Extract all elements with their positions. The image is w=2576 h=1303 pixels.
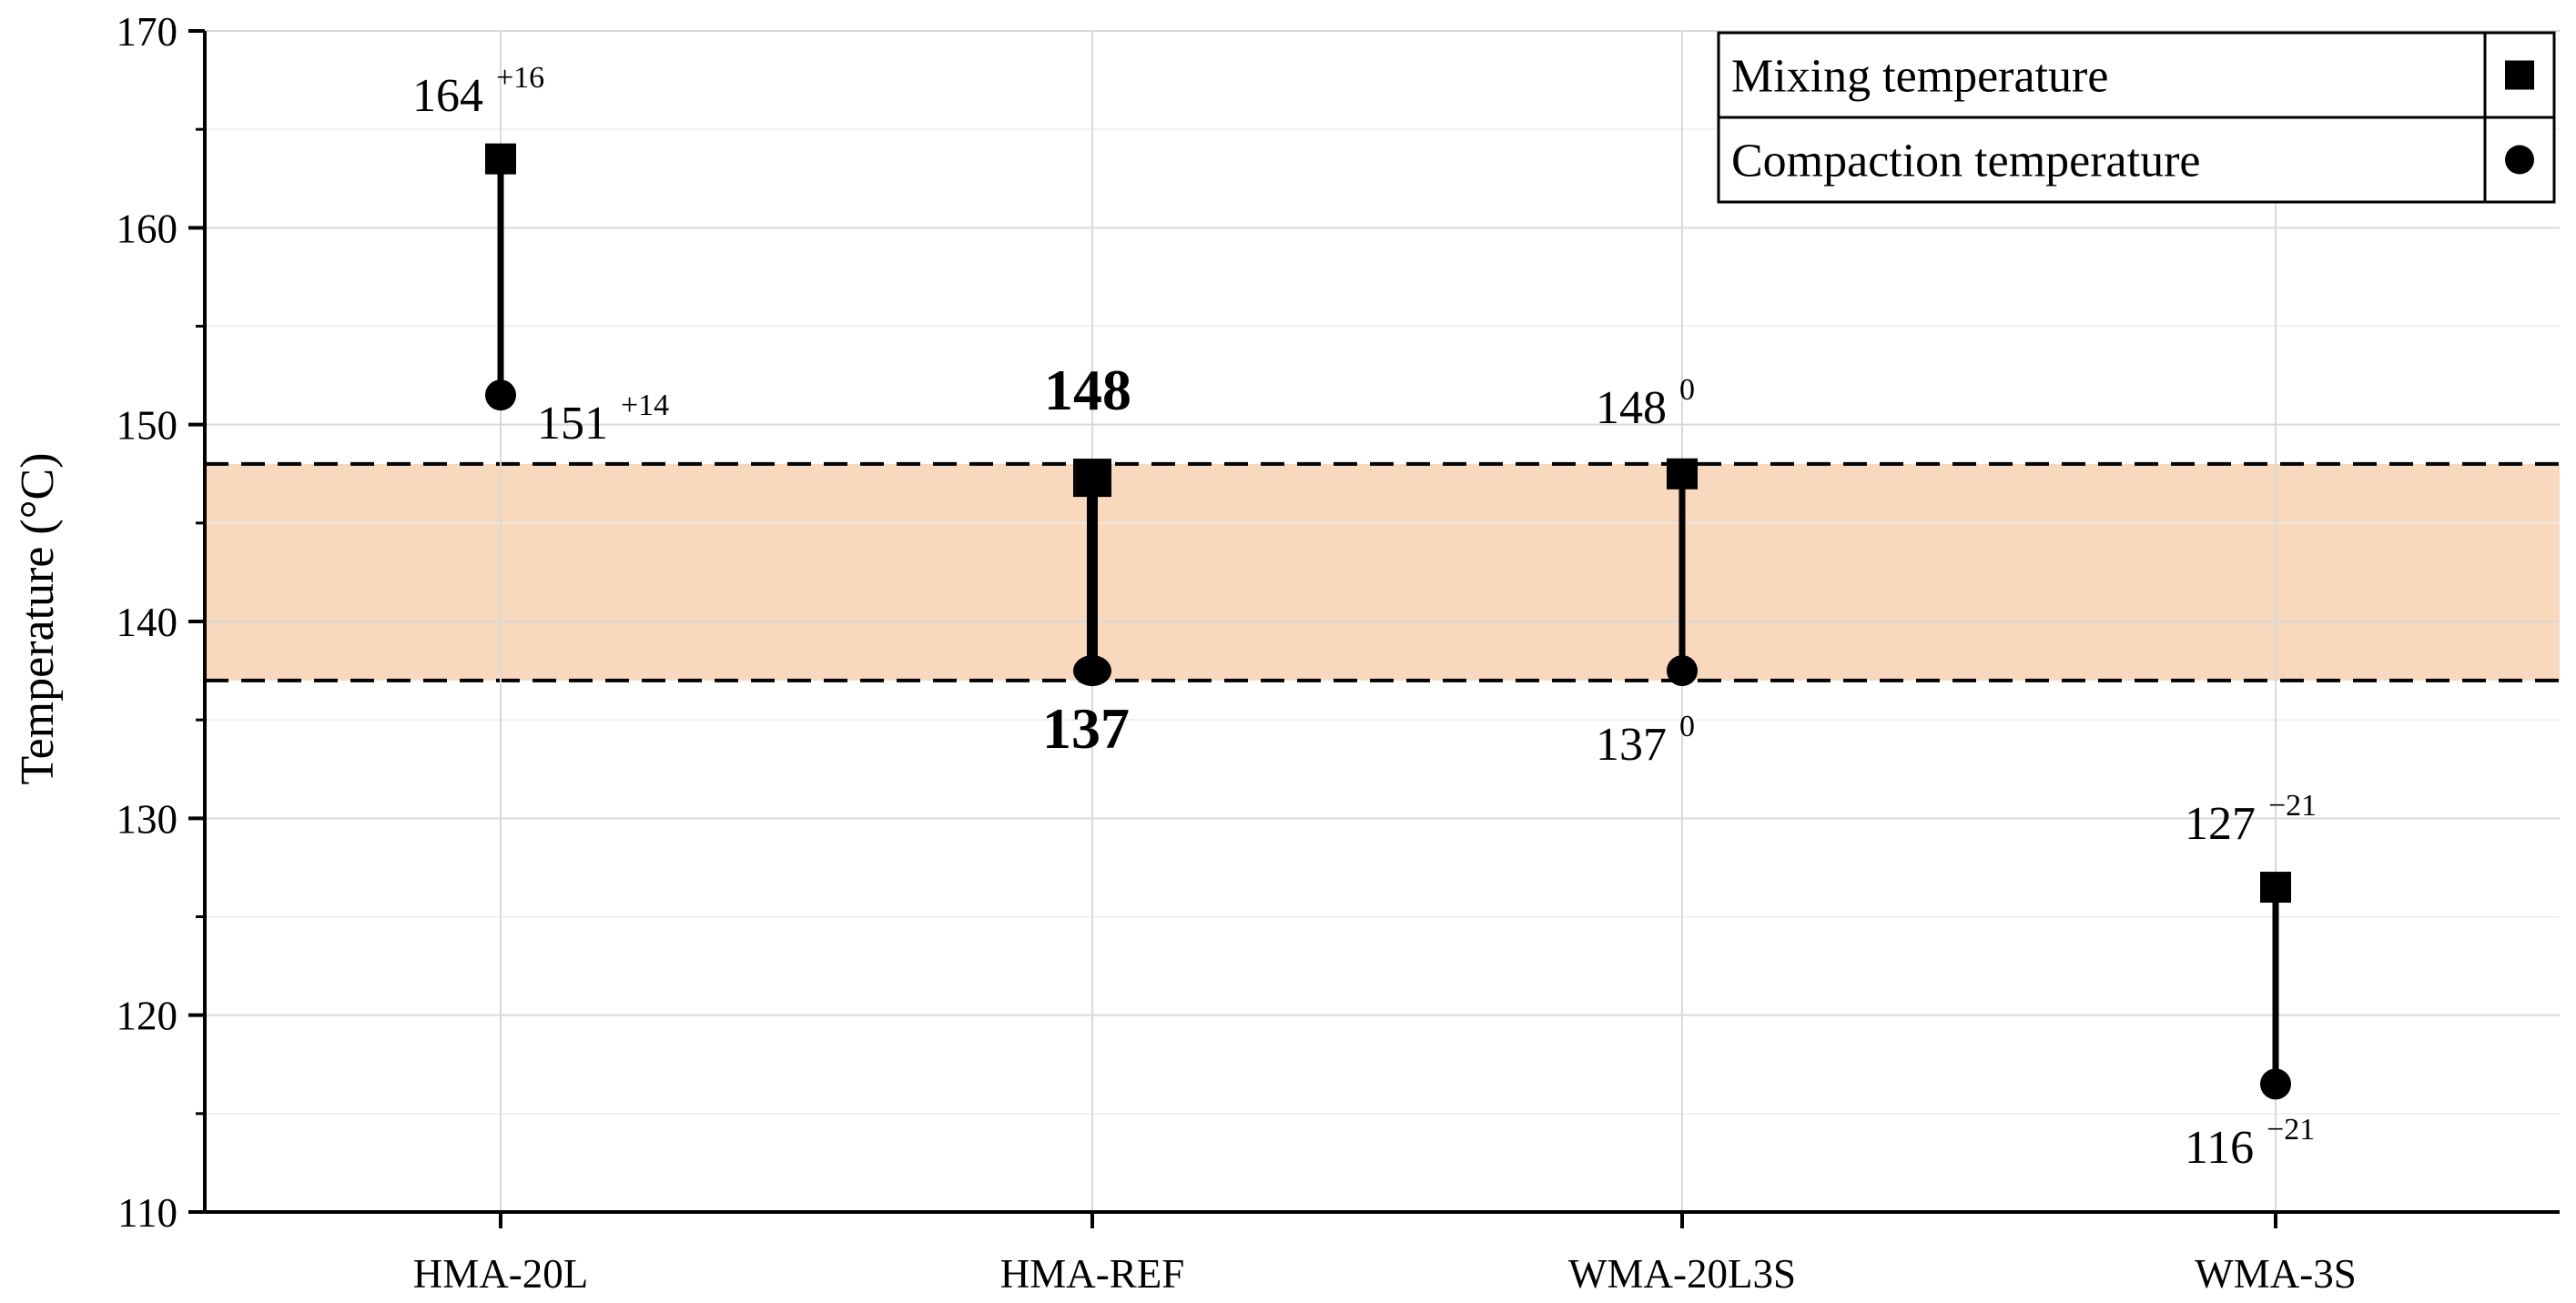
x-axis-ticks: HMA-20L HMA-REF WMA-20L3S WMA-3S — [413, 1212, 2357, 1297]
y-tick-label: 140 — [117, 600, 178, 645]
legend-entry-label: Mixing temperature — [1731, 51, 2108, 103]
y-axis-ticks: 110 120 130 140 150 160 170 — [117, 9, 205, 1236]
mixing-temperature-label: 127 −21 — [2185, 789, 2317, 850]
mixing-temperature-label: 148 0 — [1596, 373, 1695, 434]
reference-band-fill — [205, 463, 2560, 681]
mixing-temperature-marker — [1073, 459, 1111, 498]
x-tick-label: HMA-20L — [413, 1251, 588, 1297]
mixing-temperature-label: 148 — [1044, 358, 1131, 422]
y-axis-title: Temperature (°C) — [12, 452, 64, 784]
legend-circle-marker — [2505, 145, 2534, 175]
legend-square-marker — [2505, 60, 2534, 90]
markers — [485, 143, 2291, 1100]
compaction-temperature-label: 137 0 — [1596, 710, 1695, 771]
data-labels: 164 +16 148 148 0 127 −21 151 +14 137 137 0 116 −21 — [412, 61, 2317, 1174]
y-tick-label: 120 — [117, 994, 178, 1039]
y-tick-label: 150 — [117, 403, 178, 449]
y-tick-label: 110 — [117, 1190, 177, 1236]
compaction-temperature-label: 116 −21 — [2185, 1113, 2315, 1174]
compaction-temperature-label: 151 +14 — [537, 389, 669, 449]
compaction-temperature-marker — [485, 379, 516, 411]
compaction-temperature-marker — [1073, 655, 1111, 687]
range-lines — [497, 158, 2279, 1085]
mixing-temperature-marker — [485, 143, 516, 175]
compaction-temperature-marker — [1667, 655, 1698, 687]
x-tick-label: WMA-20L3S — [1568, 1251, 1796, 1297]
y-tick-label: 160 — [117, 206, 178, 251]
gridlines — [205, 30, 2560, 1213]
mixing-temperature-marker — [2260, 872, 2291, 904]
y-tick-label: 170 — [117, 9, 178, 55]
legend: Mixing temperature Compaction temperature — [1717, 31, 2556, 204]
compaction-temperature-label: 137 — [1042, 696, 1130, 761]
x-tick-label: WMA-3S — [2195, 1251, 2357, 1297]
x-tick-label: HMA-REF — [1000, 1251, 1185, 1297]
y-tick-label: 130 — [117, 796, 178, 842]
mixing-temperature-marker — [1667, 458, 1698, 490]
mixing-temperature-label: 164 +16 — [412, 61, 544, 122]
reference-band — [205, 461, 2560, 682]
legend-entry-label: Compaction temperature — [1731, 136, 2200, 187]
compaction-temperature-marker — [2260, 1068, 2291, 1100]
